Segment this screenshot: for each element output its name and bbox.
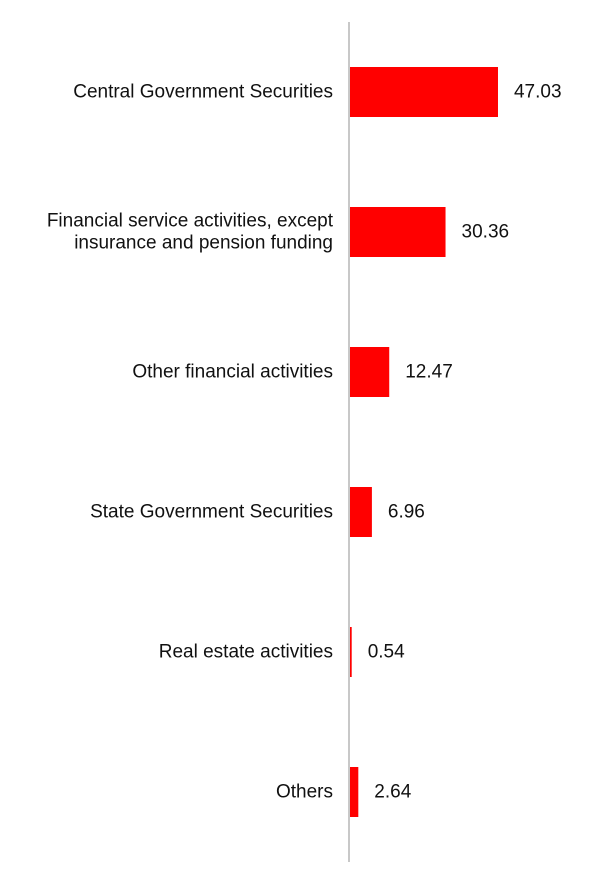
bar [350,627,352,677]
data-label: 30.36 [462,222,510,243]
data-label: 0.54 [368,642,405,663]
data-label: 2.64 [374,782,411,803]
data-label: 6.96 [388,502,425,523]
category-label: Others [276,782,333,803]
data-label: 47.03 [514,82,562,103]
category-label: Real estate activities [159,642,333,663]
category-label: Financial service activities, except [47,211,334,232]
category-label: State Government Securities [90,502,333,523]
bar [350,487,372,537]
bar [350,347,390,397]
bar [350,207,446,257]
category-label: Other financial activities [132,362,333,383]
category-label: insurance and pension funding [74,233,333,254]
bar [350,767,359,817]
category-label: Central Government Securities [73,82,333,103]
data-label: 12.47 [405,362,453,383]
bar [350,67,498,117]
